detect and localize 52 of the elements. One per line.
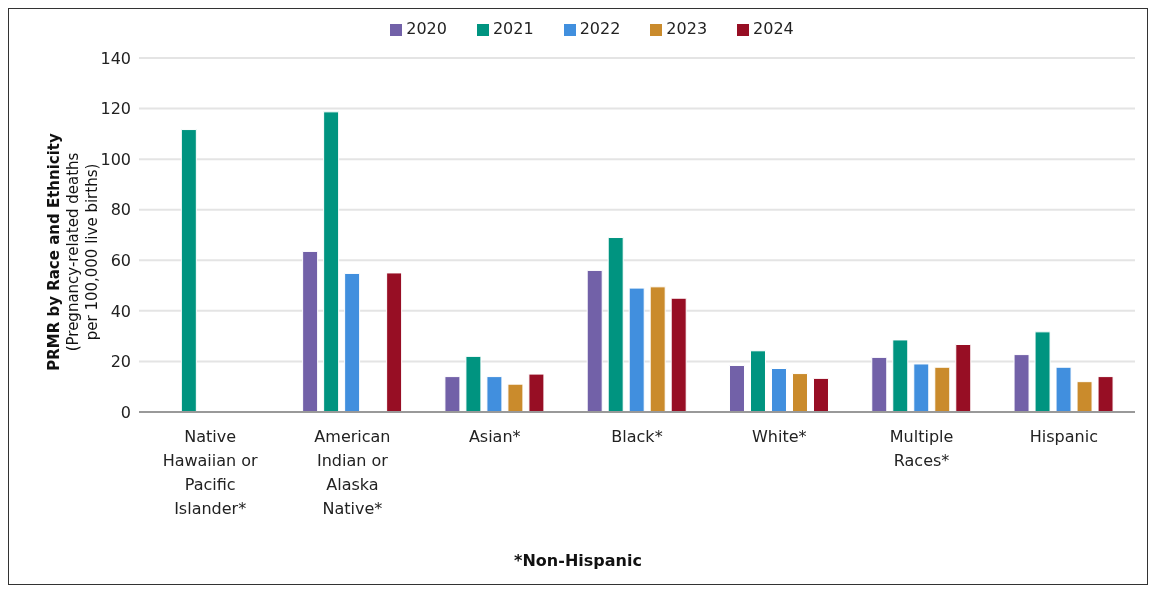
- y-tick-label: 140: [100, 48, 131, 68]
- y-tick-label: 40: [110, 301, 131, 321]
- y-tick-label: 120: [100, 99, 131, 119]
- x-tick-label: Asian*: [468, 427, 521, 446]
- bar: [180, 129, 197, 412]
- x-tick-label: American Indian or Alaska Native*: [314, 427, 391, 518]
- bar: [344, 272, 361, 412]
- text: *Non-Hispanic: [513, 551, 643, 570]
- bar: [934, 366, 951, 412]
- y-tick-label: 20: [110, 352, 131, 372]
- bar: [323, 111, 340, 412]
- bar: [465, 355, 482, 412]
- bar: [749, 350, 766, 412]
- bar: [913, 363, 930, 412]
- bar: [955, 343, 972, 412]
- bar: [812, 377, 829, 412]
- bar: [1013, 354, 1030, 412]
- y-axis-title: PRMR by Race and Ethnicity (Pregnancy-related deaths per 100,000 live births): [45, 132, 101, 371]
- bar: [528, 373, 545, 412]
- y-tick-label: 80: [110, 200, 131, 220]
- bar: [871, 356, 888, 412]
- x-tick-label: Hispanic: [1029, 427, 1098, 446]
- bar: [507, 383, 524, 412]
- y-tick-label: 60: [110, 250, 131, 270]
- bar: [444, 376, 461, 412]
- bar: [386, 272, 403, 412]
- bar: [628, 287, 645, 412]
- x-tick-label: Multiple Races*: [889, 427, 954, 470]
- bar: [1055, 366, 1072, 412]
- bar: [1097, 376, 1114, 412]
- bar: [728, 364, 745, 412]
- bar: [892, 339, 909, 412]
- x-tick-label: White*: [752, 427, 807, 446]
- legend-label: 2023: [666, 19, 708, 38]
- bar: [1034, 331, 1051, 412]
- bar: [770, 368, 787, 412]
- y-tick-label: 0: [120, 402, 131, 422]
- legend-label: 2024: [753, 19, 794, 38]
- bar: [670, 297, 687, 412]
- bar: [586, 269, 603, 412]
- bar: [486, 376, 503, 412]
- bar: [302, 250, 319, 412]
- legend-label: 2020: [406, 19, 447, 38]
- y-tick-label: 100: [100, 149, 131, 169]
- bar: [791, 373, 808, 412]
- x-tick-label: Black*: [611, 427, 663, 446]
- x-tick-label: Native Hawaiian or Pacific Islander*: [162, 427, 259, 518]
- bar: [1076, 381, 1093, 412]
- bar: [649, 286, 666, 412]
- bar: [607, 237, 624, 412]
- legend-label: 2022: [579, 19, 621, 38]
- legend-label: 2021: [492, 19, 534, 38]
